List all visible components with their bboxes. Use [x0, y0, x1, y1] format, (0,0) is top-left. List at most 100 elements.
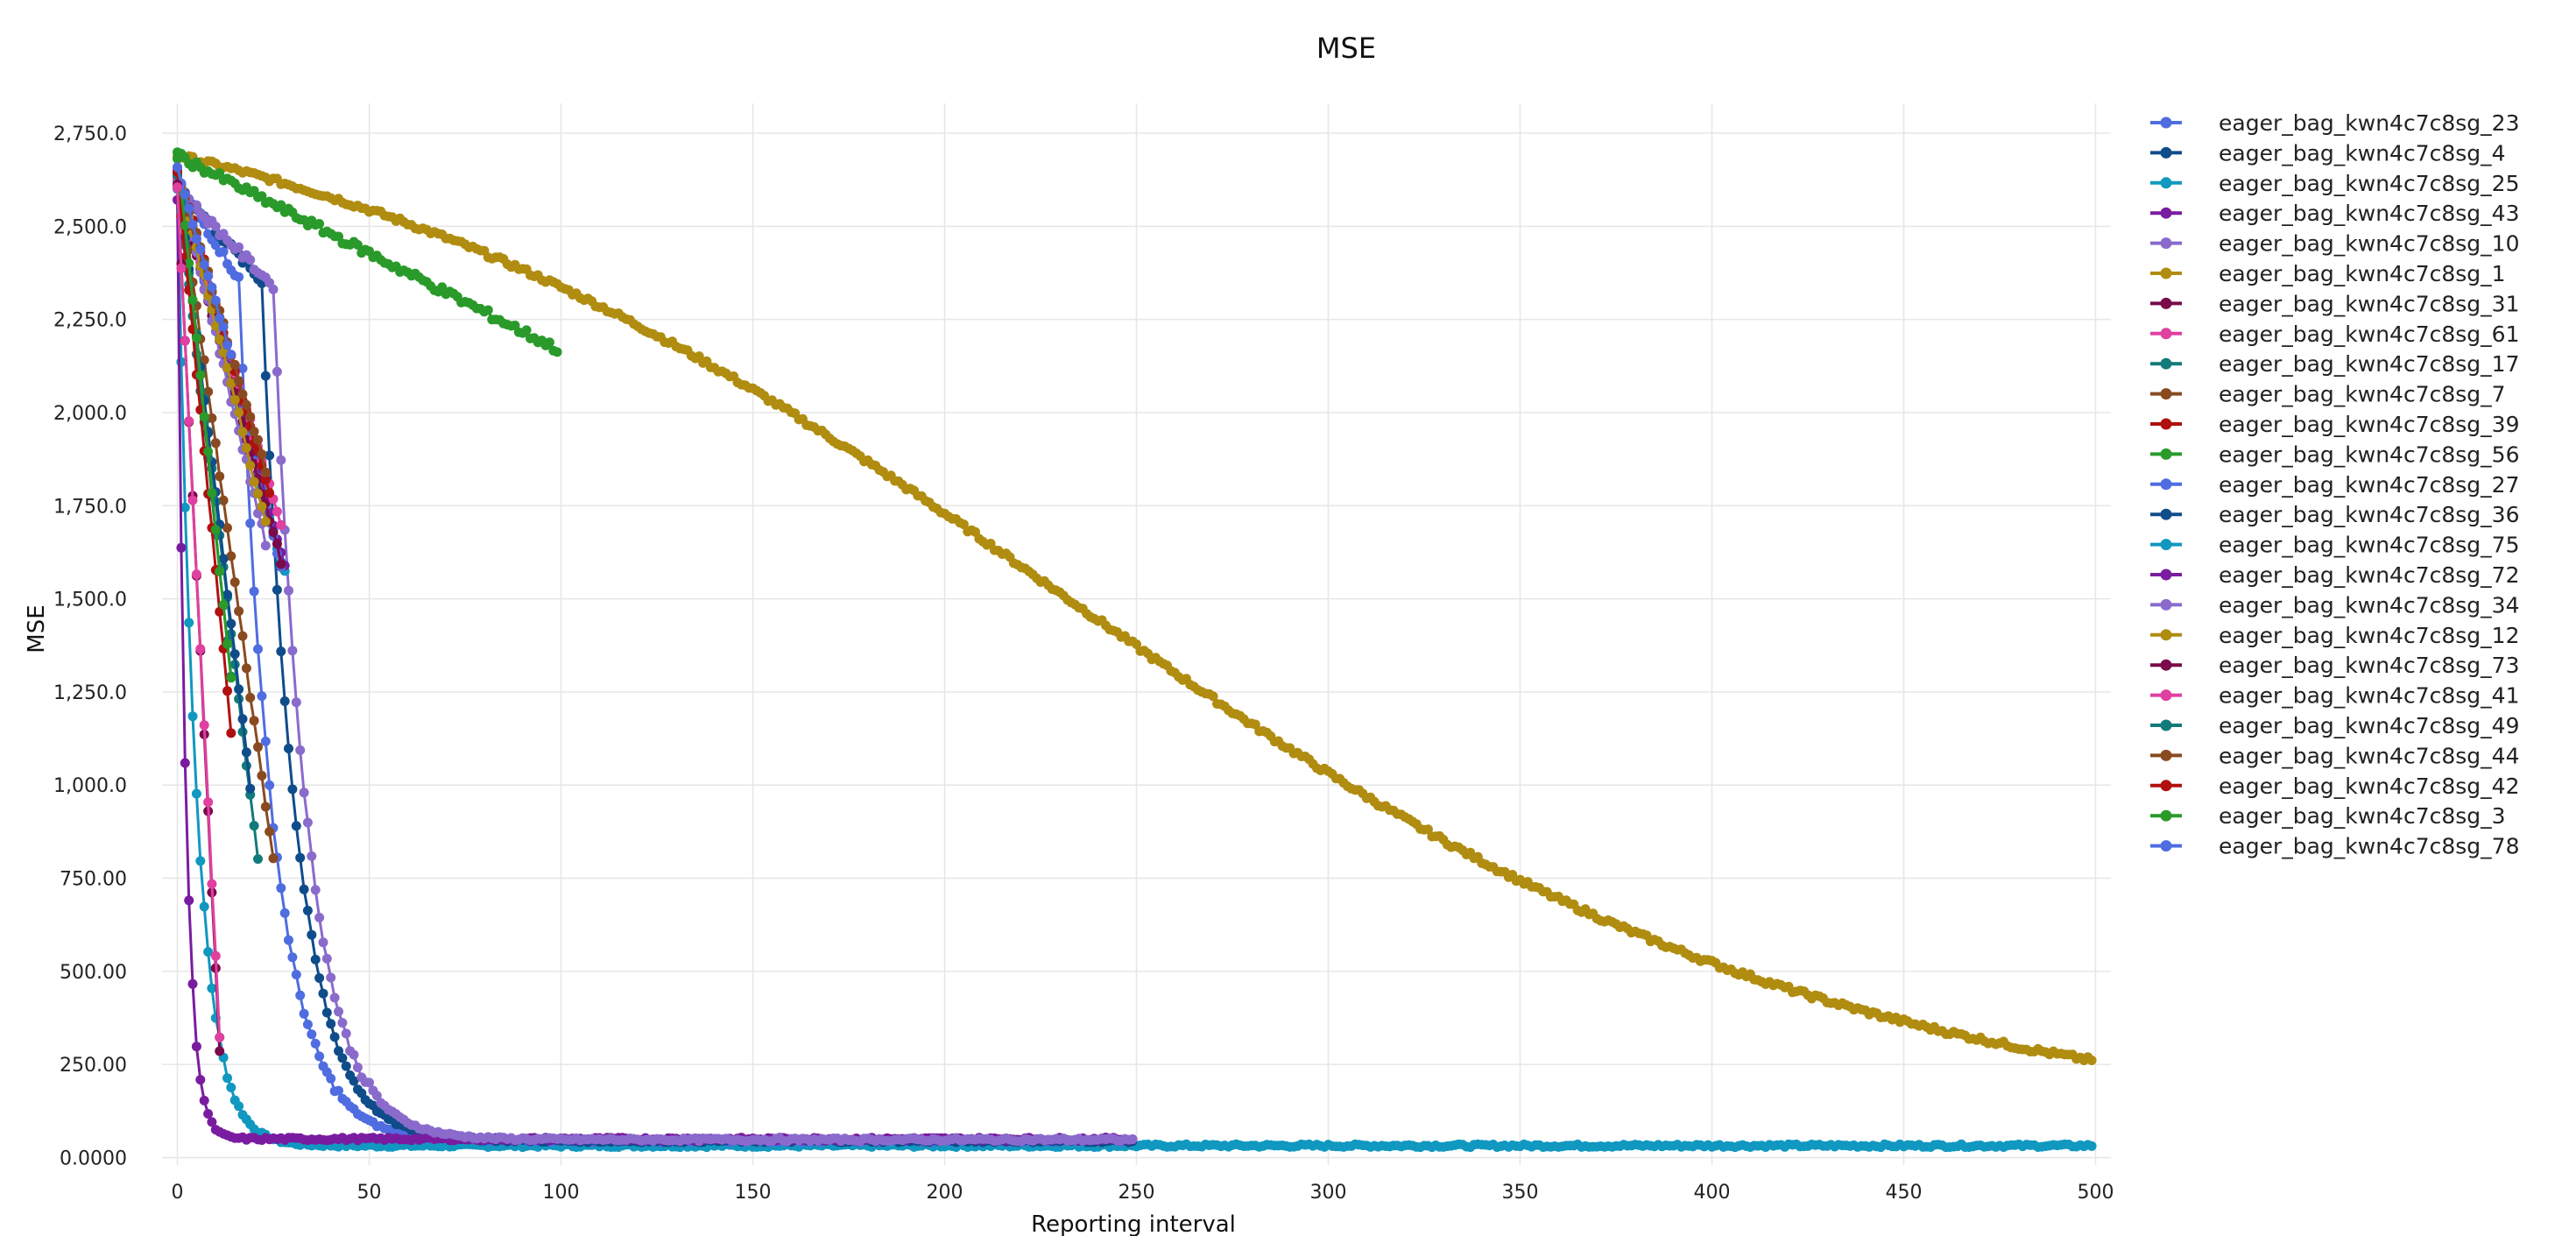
data-point	[222, 639, 232, 649]
x-tick-label: 450	[1885, 1182, 1922, 1204]
data-point	[173, 182, 182, 193]
legend-item[interactable]: eager_bag_kwn4c7c8sg_4	[2150, 140, 2506, 166]
data-point	[237, 427, 248, 437]
data-point	[234, 376, 244, 386]
data-point	[249, 821, 259, 831]
legend-item[interactable]: eager_bag_kwn4c7c8sg_36	[2150, 502, 2519, 527]
data-point	[287, 784, 298, 795]
data-point	[253, 854, 263, 865]
legend-swatch-marker	[2160, 840, 2172, 852]
data-point	[195, 856, 206, 866]
legend-item[interactable]: eager_bag_kwn4c7c8sg_56	[2150, 441, 2519, 467]
legend-item[interactable]: eager_bag_kwn4c7c8sg_44	[2150, 743, 2519, 768]
data-point	[222, 686, 232, 696]
data-point	[210, 321, 221, 331]
legend-item[interactable]: eager_bag_kwn4c7c8sg_27	[2150, 472, 2519, 498]
data-point	[329, 992, 340, 1003]
legend-label: eager_bag_kwn4c7c8sg_36	[2219, 502, 2519, 527]
legend-item[interactable]: eager_bag_kwn4c7c8sg_23	[2150, 110, 2519, 136]
data-point	[218, 599, 229, 610]
series-eager_bag_kwn4c7c8sg_56	[173, 148, 562, 357]
data-point	[226, 728, 236, 738]
data-point	[191, 234, 201, 244]
data-point	[291, 697, 301, 708]
legend-item[interactable]: eager_bag_kwn4c7c8sg_75	[2150, 533, 2519, 558]
data-point	[437, 282, 448, 293]
data-point	[241, 663, 251, 674]
data-point	[1208, 691, 1218, 702]
series-eager_bag_kwn4c7c8sg_78	[173, 162, 236, 360]
data-point	[337, 1053, 348, 1063]
data-point	[329, 1032, 340, 1042]
legend-swatch-marker	[2160, 689, 2172, 702]
data-point	[215, 471, 225, 482]
legend-item[interactable]: eager_bag_kwn4c7c8sg_31	[2150, 291, 2519, 316]
data-point	[229, 394, 240, 405]
legend-item[interactable]: eager_bag_kwn4c7c8sg_78	[2150, 834, 2519, 859]
data-point	[268, 853, 279, 864]
data-point	[276, 455, 286, 465]
data-point	[249, 477, 259, 487]
data-point	[1127, 1134, 1138, 1145]
legend-item[interactable]: eager_bag_kwn4c7c8sg_7	[2150, 382, 2506, 407]
data-point	[191, 788, 201, 799]
legend-item[interactable]: eager_bag_kwn4c7c8sg_1	[2150, 261, 2506, 286]
data-point	[215, 1046, 225, 1056]
series-line	[176, 154, 2093, 1063]
legend-swatch-marker	[2160, 629, 2172, 641]
legend-item[interactable]: eager_bag_kwn4c7c8sg_42	[2150, 773, 2519, 799]
data-point	[299, 1008, 309, 1019]
legend-swatch-marker	[2160, 569, 2172, 581]
legend-item[interactable]: eager_bag_kwn4c7c8sg_10	[2150, 231, 2519, 257]
data-point	[310, 954, 321, 964]
data-point	[199, 901, 209, 912]
data-point	[287, 952, 298, 963]
data-point	[341, 1061, 351, 1071]
data-point	[326, 1073, 336, 1084]
data-point	[187, 711, 198, 722]
data-point	[295, 852, 306, 863]
data-point	[257, 771, 267, 780]
legend-swatch-marker	[2160, 207, 2172, 219]
data-point	[276, 519, 286, 530]
data-point	[173, 147, 182, 158]
data-point	[295, 745, 306, 755]
data-point	[203, 947, 214, 957]
data-point	[237, 631, 248, 641]
data-point	[302, 1020, 313, 1029]
data-point	[203, 447, 214, 456]
data-point	[245, 692, 256, 703]
legend-item[interactable]: eager_bag_kwn4c7c8sg_49	[2150, 713, 2519, 738]
legend-item[interactable]: eager_bag_kwn4c7c8sg_25	[2150, 171, 2519, 196]
legend-item[interactable]: eager_bag_kwn4c7c8sg_39	[2150, 412, 2519, 437]
legend-item[interactable]: eager_bag_kwn4c7c8sg_17	[2150, 351, 2519, 377]
legend-item[interactable]: eager_bag_kwn4c7c8sg_12	[2150, 623, 2519, 648]
data-point	[195, 370, 206, 380]
legend-item[interactable]: eager_bag_kwn4c7c8sg_73	[2150, 653, 2519, 678]
data-point	[226, 551, 236, 561]
legend-swatch-marker	[2160, 117, 2172, 129]
legend-item[interactable]: eager_bag_kwn4c7c8sg_43	[2150, 201, 2519, 226]
data-point	[249, 716, 259, 726]
data-point	[207, 282, 217, 293]
legend-item[interactable]: eager_bag_kwn4c7c8sg_3	[2150, 803, 2506, 829]
legend-item[interactable]: eager_bag_kwn4c7c8sg_72	[2150, 562, 2519, 588]
legend-swatch-marker	[2160, 357, 2172, 370]
legend-item[interactable]: eager_bag_kwn4c7c8sg_34	[2150, 592, 2519, 618]
data-point	[272, 506, 282, 517]
data-point	[229, 577, 240, 588]
data-point	[276, 646, 286, 657]
legend-swatch-marker	[2160, 809, 2172, 822]
data-point	[215, 335, 225, 344]
data-point	[184, 618, 194, 628]
legend-item[interactable]: eager_bag_kwn4c7c8sg_61	[2150, 321, 2519, 347]
data-point	[180, 335, 190, 346]
series-eager_bag_kwn4c7c8sg_10	[173, 183, 1138, 1147]
data-point	[237, 364, 248, 374]
y-tick-label: 2,500.0	[53, 216, 127, 238]
y-tick-label: 1,750.0	[53, 496, 127, 518]
legend-label: eager_bag_kwn4c7c8sg_39	[2219, 412, 2519, 437]
series-line	[176, 187, 222, 1038]
legend-item[interactable]: eager_bag_kwn4c7c8sg_41	[2150, 683, 2519, 709]
data-point	[218, 321, 229, 332]
